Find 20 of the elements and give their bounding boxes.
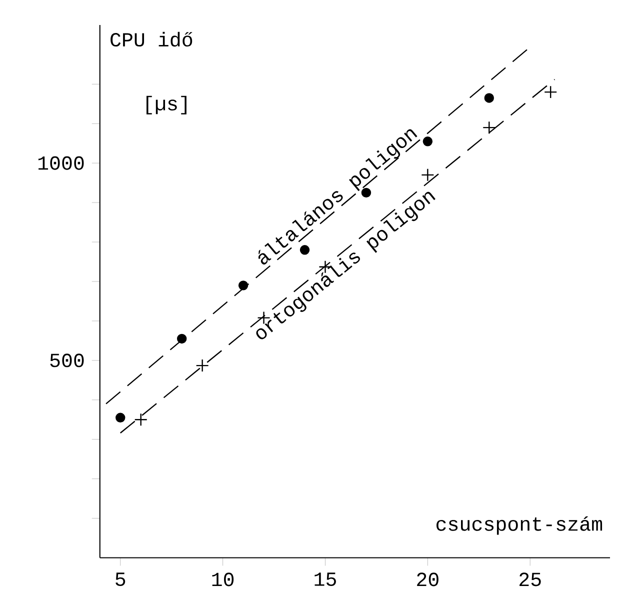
x-tick-label: 5 (116, 572, 126, 586)
point (484, 93, 494, 103)
point (176, 334, 187, 344)
point (116, 412, 126, 423)
point (421, 168, 434, 182)
annotation: [µs] (146, 96, 186, 115)
y-tick-label: 500 (50, 354, 84, 368)
x-tick-label: 15 (314, 572, 336, 586)
x-tick-label: 10 (212, 572, 234, 586)
point (482, 121, 496, 134)
point (238, 280, 248, 290)
point (134, 413, 148, 426)
point (544, 86, 558, 99)
x-axis-title: csucspont-szám (436, 516, 602, 535)
y-tick-label: 1000 (38, 156, 84, 170)
x-tick-label: 20 (417, 572, 438, 586)
y-axis-title: CPU idő (110, 32, 192, 47)
point (422, 136, 433, 146)
x-tick-label: 25 (520, 572, 541, 586)
point (196, 359, 209, 372)
